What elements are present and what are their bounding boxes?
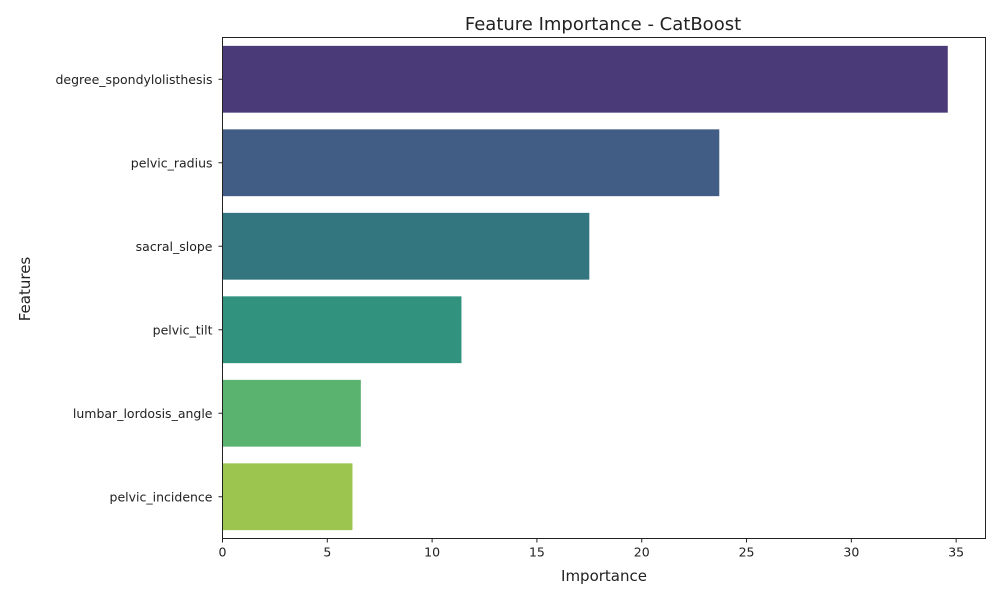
x-tick-label: 30 xyxy=(843,545,859,560)
x-tick-label: 0 xyxy=(219,545,227,560)
y-tick-label: degree_spondylolisthesis xyxy=(56,72,213,87)
y-tick-label: pelvic_radius xyxy=(131,155,213,170)
x-tick-label: 20 xyxy=(634,545,650,560)
plot-frame xyxy=(222,37,986,539)
y-tick-label: lumbar_lordosis_angle xyxy=(73,406,213,421)
bar-degree-spondylolisthesis xyxy=(222,45,948,113)
x-tick-label: 10 xyxy=(424,545,440,560)
x-tick-label: 5 xyxy=(323,545,331,560)
x-tick-label: 25 xyxy=(739,545,755,560)
x-axis-label: Importance xyxy=(561,567,647,585)
bars-layer xyxy=(222,45,948,531)
x-tick-label: 35 xyxy=(948,545,964,560)
y-tick-labels: degree_spondylolisthesis pelvic_radiussac… xyxy=(56,72,223,504)
y-tick-label: pelvic_tilt xyxy=(153,322,213,337)
y-tick-label: sacral_slope xyxy=(136,239,213,254)
bar-pelvic-radius xyxy=(222,129,720,197)
bar-pelvic-tilt xyxy=(222,296,462,364)
bar-pelvic-incidence xyxy=(222,463,353,531)
chart-title: Feature Importance - CatBoost xyxy=(465,14,741,35)
x-ticks: 0 5 10 15 20 25 30 35 xyxy=(219,538,964,560)
bar-sacral-slope xyxy=(222,212,590,280)
x-tick-label: 15 xyxy=(529,545,545,560)
y-axis-label: Features xyxy=(16,257,34,322)
bar-lumbar-lordosis-angle xyxy=(222,379,361,447)
y-tick-label: pelvic_incidence xyxy=(110,489,213,504)
